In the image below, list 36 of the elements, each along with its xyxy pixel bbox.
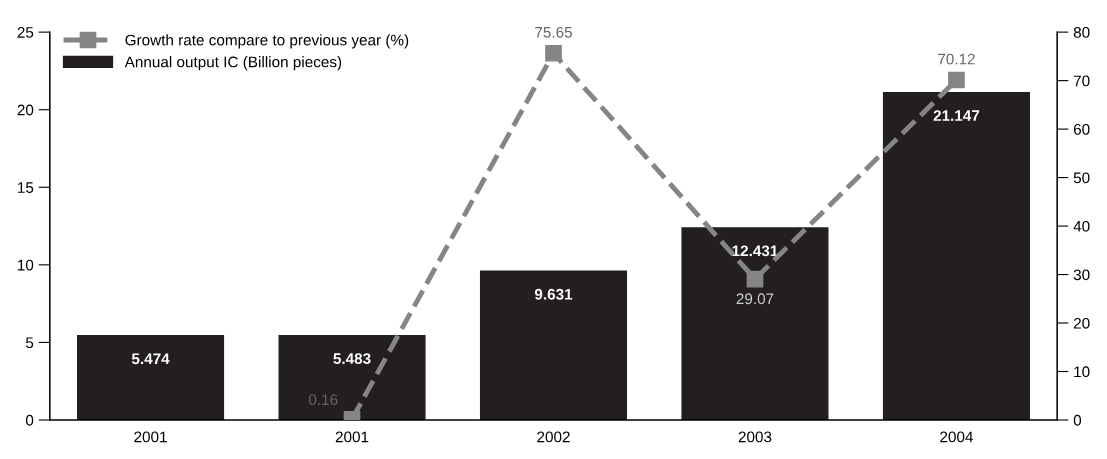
bar [681,227,829,420]
y-tick-label: 5 [25,337,34,349]
y-tick-label: 0 [25,414,34,426]
data-label: 5.474 [131,353,170,365]
y2-tick-label: 70 [1073,75,1090,87]
data-label: 5.483 [333,353,371,365]
data-label: 0.16 [309,394,338,406]
y2-tick-label: 10 [1074,366,1090,378]
y2-tick-label: 60 [1073,123,1090,135]
x-tick-label: 2002 [537,431,570,443]
y2-tick-label: 40 [1073,220,1090,232]
y2-tick-label: 30 [1073,269,1090,281]
y-tick-label: 20 [17,104,34,116]
bar [77,335,225,420]
bar [882,91,1030,420]
data-label: 29.07 [736,293,774,305]
data-label: 70.12 [938,53,975,65]
y-tick-label: 15 [18,182,34,193]
data-label: 75.65 [535,26,572,38]
x-tick-label: 2004 [940,431,973,443]
y-tick-label: 10 [18,259,34,271]
legend-label: Annual output IC (Billion pieces) [124,56,342,71]
x-tick-label: 2001 [335,431,369,443]
data-label: 12.431 [732,245,778,257]
y2-tick-label: 0 [1073,414,1082,426]
y-tick-label: 25 [17,27,34,38]
y2-tick-label: 20 [1073,317,1090,329]
y2-tick-label: 50 [1073,172,1090,184]
data-label: 21.147 [933,110,980,121]
bar [278,334,426,420]
legend-label: Growth rate compare to previous year (%) [125,34,409,49]
bar [479,270,628,420]
data-label: 9.631 [534,288,573,300]
x-tick-label: 2001 [134,431,167,443]
y2-tick-label: 80 [1073,27,1090,38]
x-tick-label: 2003 [738,431,772,443]
